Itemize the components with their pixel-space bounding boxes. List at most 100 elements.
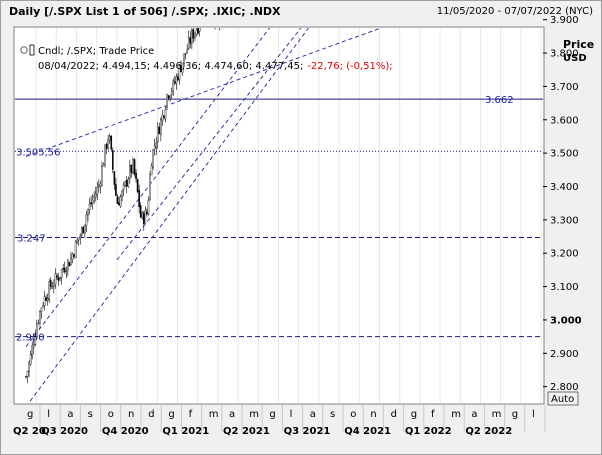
candle-body [204,10,205,23]
candle-body [216,18,217,22]
candle-body [76,239,78,244]
candle-body [149,174,151,201]
candle-body [195,29,198,36]
candle-body [125,180,128,187]
candle-body [166,94,168,108]
candle-body [211,7,212,16]
x-quarter-label: Q3 2021 [284,426,331,437]
candle-body [208,11,209,13]
candle-body [93,195,95,199]
x-month-label: a [229,409,235,420]
candle-body [141,212,144,219]
candle-body [43,296,46,306]
horizontal-levels: 4.8194.6374.4004.114.0563.6623.505,563.2… [15,95,543,344]
candle-body [68,261,71,267]
x-month-label: f [189,409,193,420]
x-month-label: n [370,409,376,420]
y-tick-label: 3.300 [550,215,579,226]
legend: Cndl; /.SPX; Trade Price 08/04/2022; 4.4… [20,44,393,72]
candle-body [194,33,196,39]
candle-body [62,268,64,270]
legend-series-label: Cndl; /.SPX; Trade Price [38,46,154,57]
candle-body [42,305,44,307]
candle-legend-icon [29,44,35,56]
candle-body [139,205,142,218]
candle-body [156,126,159,143]
candle-body [158,126,161,134]
candle-body [181,62,184,73]
candle-body [210,11,211,16]
candle-body [107,139,109,148]
candle-body [119,196,122,207]
candle-body [187,37,190,49]
candle-body [34,336,37,345]
candle-body [73,254,75,257]
candle-body [37,322,40,324]
x-month-label: l [290,409,293,420]
candle-body [147,200,150,215]
x-month-label: a [67,409,73,420]
level-label: 3.505,56 [16,147,61,158]
candle-body [136,179,139,193]
candle-body [155,142,158,148]
candle-body [71,254,74,260]
candle-body [213,9,214,16]
candle-body [224,11,225,14]
candle-body [113,171,116,185]
price-axis[interactable]: Price USD 2.800 2.900 3.000 3.100 3.200 3.300… [543,0,594,393]
legend-dot-icon [20,46,28,54]
candle-body [82,226,85,234]
candle-body [202,19,203,21]
candle-body [118,202,120,206]
window-title: Daily [/.SPX List 1 of 506] /.SPX; .IXIC… [9,5,281,18]
legend-ohlc-line: 08/04/2022; 4.494,15; 4.496,36; 4.474,60… [38,61,393,72]
candle-body [39,310,41,324]
candle-body [138,190,140,208]
candle-body [26,370,29,377]
candle-body [227,0,228,5]
title-bar: Daily [/.SPX List 1 of 506] /.SPX; .IXIC… [1,1,601,23]
candle-body [98,185,100,188]
candle-body [111,150,114,170]
candle-body [56,275,58,278]
candle-body [144,210,147,224]
trend-lines [25,28,383,403]
candle-body [67,260,69,271]
candle-body [222,12,223,13]
x-month-label: g [411,409,417,420]
candle-body [180,65,182,72]
axis-title-price: Price [563,38,594,51]
candle-body [60,269,63,278]
x-month-label: s [88,409,93,420]
candle-body [57,277,60,281]
candle-body [146,211,148,215]
x-quarter-label: Q4 2020 [102,426,149,437]
candle-body [110,135,113,150]
y-tick-label: 3.400 [550,182,579,193]
x-month-label: o [108,409,114,420]
candle-body [177,76,179,81]
x-month-label: d [391,409,397,420]
candle-body [74,241,77,259]
candle-body [215,15,216,24]
candle-body [94,193,97,198]
candle-body [104,144,106,165]
x-month-label: a [471,409,477,420]
legend-change: -22,76; (-0,51%); [307,61,392,72]
auto-scale-button[interactable]: Auto [547,391,579,406]
candle-body [225,6,226,15]
candle-body [133,159,136,175]
candle-body [130,164,133,173]
candle-body [108,135,111,141]
x-month-label: m [249,409,259,420]
y-tick-label: 2.800 [550,382,579,393]
candle-body [31,345,34,356]
candle-body [54,273,57,285]
candle-body [129,165,131,179]
candle-body [183,53,185,64]
candle-body [70,257,72,265]
candle-body [167,95,170,99]
candle-body [192,29,195,39]
